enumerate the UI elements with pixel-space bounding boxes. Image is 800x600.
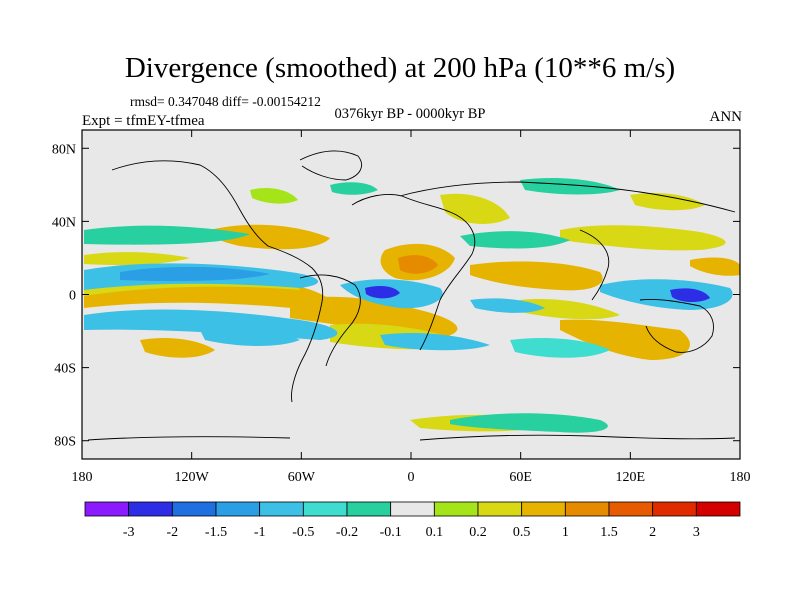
- field-positive: [210, 224, 330, 250]
- experiment-label: Expt = tfmEY-tfmea: [82, 113, 205, 129]
- y-tick-label: 0: [69, 289, 76, 304]
- field-negative: [330, 182, 378, 195]
- field-negative: [380, 333, 490, 351]
- field-positive: [84, 252, 190, 266]
- field-positive: [690, 257, 740, 276]
- x-tick-label: 120E: [616, 470, 646, 485]
- x-tick-label: 120W: [175, 470, 210, 485]
- plot-title: Divergence (smoothed) at 200 hPa (10**6 …: [124, 52, 676, 84]
- field-negative: [670, 288, 710, 303]
- divergence-field: [84, 178, 740, 433]
- colorbar-label: -3: [123, 525, 135, 540]
- x-tick-label: 0: [408, 470, 415, 485]
- field-negative: [510, 338, 610, 358]
- x-tick-label: 60W: [288, 470, 316, 485]
- colorbar-label: -1: [254, 525, 266, 540]
- field-negative: [600, 279, 733, 310]
- x-tick-label: 60E: [509, 470, 532, 485]
- colorbar-label: -0.1: [380, 525, 402, 540]
- colorbar-swatch: [259, 501, 304, 517]
- field-positive: [630, 193, 705, 211]
- colorbar-swatch: [302, 501, 348, 517]
- colorbar-label: 0.2: [469, 525, 487, 540]
- field-negative: [365, 285, 400, 299]
- colorbar-swatch: [521, 501, 566, 517]
- colorbar-swatch: [84, 501, 130, 517]
- colorbar-swatch: [652, 501, 697, 517]
- latitude-axis: 80N 40N 0 40S 80S: [52, 142, 740, 450]
- colorbar-swatch: [215, 501, 261, 517]
- colorbar-swatch: [564, 501, 610, 517]
- colorbar-swatch: [433, 501, 479, 517]
- field-positive: [470, 261, 603, 291]
- colorbar-label: -0.5: [292, 525, 314, 540]
- field-negative: [200, 328, 300, 346]
- field-negative: [520, 178, 620, 195]
- colorbar-label: 0.5: [513, 525, 531, 540]
- colorbar-swatch: [128, 501, 173, 517]
- field-negative: [120, 266, 270, 282]
- field-positive: [250, 188, 298, 204]
- stats-label: rmsd= 0.347048 diff= -0.00154212: [130, 94, 321, 109]
- colorbar: -3 -2 -1.5 -1 -0.5 -0.2 -0.1 0.1 0.2 0.5 1 1.5 2 3: [84, 501, 741, 540]
- colorbar-label: 3: [693, 525, 700, 540]
- plot-area: [82, 130, 740, 459]
- field-positive: [290, 296, 458, 338]
- y-tick-label: 80S: [54, 435, 76, 450]
- colorbar-label: -1.5: [205, 525, 227, 540]
- colorbar-swatch: [608, 501, 654, 517]
- field-positive: [520, 299, 620, 320]
- x-tick-label: 180: [72, 470, 93, 485]
- colorbar-swatch: [477, 501, 523, 517]
- field-positive: [560, 319, 690, 360]
- field-positive: [140, 338, 215, 358]
- field-negative: [450, 413, 608, 433]
- field-positive: [440, 193, 510, 224]
- colorbar-label: -0.2: [336, 525, 358, 540]
- colorbar-swatch: [346, 501, 392, 517]
- colorbar-swatch: [695, 501, 741, 517]
- coastlines: [87, 150, 736, 441]
- y-tick-label: 80N: [52, 142, 76, 157]
- season-label: ANN: [709, 109, 743, 125]
- longitude-axis: 180 120W 60W 0 60E 120E 180: [72, 130, 751, 485]
- colorbar-label: 1: [562, 525, 569, 540]
- colorbar-label: 0.1: [426, 525, 444, 540]
- y-tick-label: 40N: [52, 215, 76, 230]
- field-negative: [470, 298, 545, 313]
- field-positive: [398, 255, 438, 274]
- colorbar-label: -2: [166, 525, 178, 540]
- colorbar-label: 2: [649, 525, 656, 540]
- colorbar-swatch: [390, 501, 435, 517]
- field-negative: [460, 231, 570, 249]
- y-tick-label: 40S: [54, 362, 76, 377]
- colorbar-swatch: [171, 501, 217, 517]
- period-label: 0376kyr BP - 0000kyr BP: [334, 106, 486, 122]
- field-negative: [84, 225, 250, 245]
- x-tick-label: 180: [730, 470, 751, 485]
- colorbar-label: 1.5: [600, 525, 618, 540]
